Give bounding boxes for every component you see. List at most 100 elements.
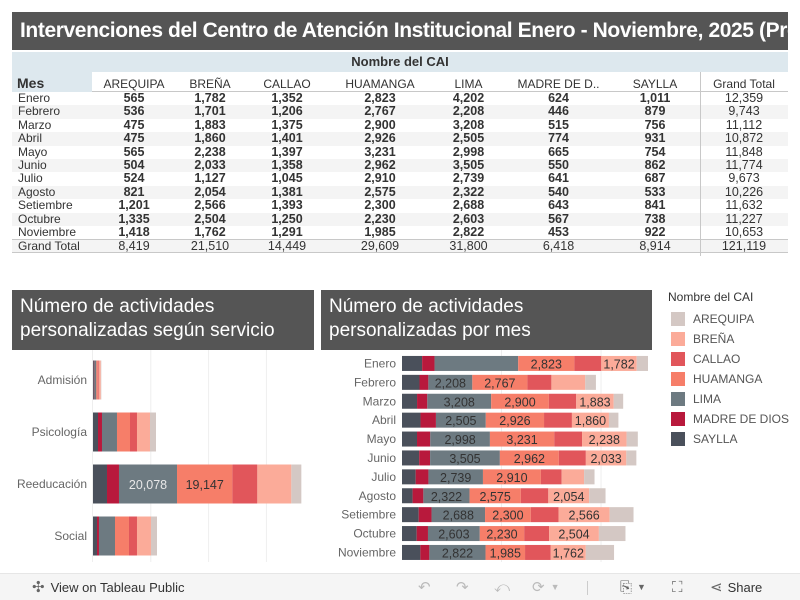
bar-segment[interactable] [626, 431, 638, 447]
grand-total-cell[interactable]: 11,774 [725, 157, 763, 172]
table-cell[interactable]: 2,208 [452, 104, 485, 119]
undo-button[interactable]: ↶ [418, 574, 431, 600]
bar-segment[interactable] [96, 516, 99, 556]
bar-segment[interactable] [571, 412, 609, 428]
bar-segment[interactable] [485, 412, 545, 428]
bar-segment[interactable] [434, 355, 519, 371]
table-cell[interactable]: 2,230 [364, 211, 396, 226]
view-on-tableau-link[interactable]: ✣ View on Tableau Public [32, 574, 185, 600]
bar-segment[interactable] [429, 544, 486, 560]
bar-segment[interactable] [558, 507, 610, 523]
bar-segment[interactable] [402, 393, 418, 409]
column-header[interactable]: HUAMANGA [345, 77, 415, 91]
table-cell[interactable]: 1,127 [194, 171, 226, 186]
table-cell[interactable]: 1,045 [271, 171, 303, 186]
bar-segment[interactable] [101, 412, 117, 452]
grand-total-cell[interactable]: 11,227 [725, 211, 763, 226]
table-cell[interactable]: 565 [123, 91, 145, 105]
table-cell[interactable]: 2,910 [364, 171, 396, 186]
bar-segment[interactable] [561, 469, 585, 485]
table-cell[interactable]: 475 [123, 131, 145, 146]
table-cell[interactable]: 567 [548, 211, 569, 226]
table-cell[interactable]: 2,962 [364, 157, 396, 172]
bar-segment[interactable] [420, 412, 436, 428]
bar-segment[interactable] [257, 464, 292, 504]
table-cell[interactable]: 1,250 [271, 211, 303, 226]
legend-item[interactable]: BREÑA [668, 329, 798, 349]
bar-segment[interactable] [136, 412, 150, 452]
bar-segment[interactable] [558, 450, 586, 466]
table-cell[interactable]: 2,767 [364, 104, 396, 119]
table-cell[interactable]: 453 [548, 224, 569, 239]
bar-segment[interactable] [97, 360, 99, 400]
table-cell[interactable]: 2,300 [364, 198, 396, 213]
bar-segment[interactable] [608, 412, 619, 428]
bar-segment[interactable] [469, 488, 521, 504]
bar-segment[interactable] [149, 412, 157, 452]
bar-segment[interactable] [485, 507, 531, 523]
grand-total-cell[interactable]: 9,673 [728, 171, 760, 186]
bar-segment[interactable] [417, 393, 428, 409]
bar-segment[interactable] [402, 450, 420, 466]
bar-segment[interactable] [118, 464, 178, 504]
table-cell[interactable]: 1,418 [118, 224, 150, 239]
table-cell[interactable]: 1,352 [271, 91, 303, 105]
bar-segment[interactable] [100, 360, 102, 400]
bar-segment[interactable] [291, 464, 302, 504]
bar-segment[interactable] [548, 393, 577, 409]
bar-segment[interactable] [549, 526, 599, 542]
bar-segment[interactable] [416, 526, 428, 542]
column-header[interactable]: SAYLLA [632, 77, 678, 91]
bar-segment[interactable] [574, 355, 602, 371]
bar-segment[interactable] [418, 507, 432, 523]
bar-segment[interactable] [613, 393, 624, 409]
table-cell[interactable]: 2,505 [452, 131, 485, 146]
bar-segment[interactable] [585, 544, 615, 560]
table-cell[interactable]: 2,998 [452, 144, 485, 159]
bar-segment[interactable] [550, 544, 586, 560]
table-cell[interactable]: 2,822 [452, 224, 485, 239]
bar-segment[interactable] [485, 544, 526, 560]
bar-segment[interactable] [520, 488, 549, 504]
bar-segment[interactable] [98, 412, 102, 452]
table-cell[interactable]: 2,504 [194, 211, 226, 226]
bar-segment[interactable] [551, 374, 586, 390]
bar-segment[interactable] [415, 469, 429, 485]
table-cell[interactable]: 8,914 [639, 239, 671, 254]
bar-segment[interactable] [402, 431, 418, 447]
bar-segment[interactable] [402, 526, 417, 542]
table-cell[interactable]: 2,823 [364, 91, 396, 105]
grand-total-cell[interactable]: 10,653 [724, 224, 764, 239]
table-cell[interactable]: 504 [123, 157, 145, 172]
table-cell[interactable]: 1,401 [271, 131, 303, 146]
column-header[interactable]: LIMA [454, 77, 483, 91]
bar-segment[interactable] [525, 544, 551, 560]
table-cell[interactable]: 14,449 [267, 239, 307, 254]
legend-item[interactable]: AREQUIPA [668, 309, 798, 329]
table-cell[interactable]: 540 [548, 184, 569, 199]
bar-segment[interactable] [98, 360, 101, 400]
bar-segment[interactable] [402, 469, 416, 485]
table-cell[interactable]: 3,208 [452, 117, 485, 132]
table-cell[interactable]: 515 [548, 117, 569, 132]
grand-total-cell[interactable]: 12,359 [724, 91, 764, 105]
bar-segment[interactable] [472, 374, 528, 390]
bar-segment[interactable] [530, 507, 559, 523]
bar-segment[interactable] [548, 488, 590, 504]
table-cell[interactable]: 922 [644, 224, 666, 239]
table-cell[interactable]: 1,206 [271, 104, 303, 119]
table-cell[interactable]: 2,739 [452, 171, 485, 186]
table-cell[interactable]: 879 [644, 104, 666, 119]
bar-segment[interactable] [232, 464, 258, 504]
table-cell[interactable]: 3,231 [364, 144, 396, 159]
bar-segment[interactable] [584, 469, 595, 485]
table-cell[interactable]: 1,397 [271, 144, 303, 159]
table-cell[interactable]: 738 [644, 211, 666, 226]
table-cell[interactable]: 2,322 [452, 184, 485, 199]
bar-segment[interactable] [419, 450, 431, 466]
bar-segment[interactable] [491, 393, 549, 409]
bar-segment[interactable] [499, 450, 559, 466]
grand-total-cell[interactable]: 11,632 [725, 198, 763, 213]
bar-segment[interactable] [540, 469, 562, 485]
bar-segment[interactable] [428, 469, 483, 485]
